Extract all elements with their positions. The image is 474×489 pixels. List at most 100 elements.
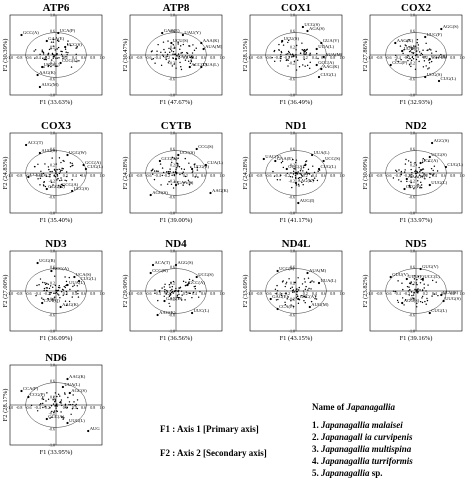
codon-point [310, 281, 312, 283]
codon-point [298, 176, 301, 179]
labeled-codon-point [405, 277, 408, 281]
codon-point [183, 168, 186, 171]
x-tick-label: -0.4 [34, 291, 40, 296]
codon-point [304, 281, 306, 283]
codon-label: GAA(E) [277, 156, 293, 161]
y-tick-label: -1.0 [49, 443, 55, 448]
x-tick-label: 1.0 [100, 55, 105, 60]
codon-point [295, 297, 298, 299]
codon-point [161, 287, 163, 289]
codon-label: UCG(S) [198, 272, 214, 277]
codon-point [419, 171, 421, 173]
y-axis-label: F2 (30.09%) [362, 157, 369, 190]
codon-point [157, 299, 159, 302]
codon-point [401, 282, 403, 284]
codon-point [56, 405, 58, 407]
x-tick-label: -0.2 [404, 291, 410, 296]
codon-point [411, 172, 413, 174]
codon-point [311, 280, 313, 282]
codon-point [176, 181, 179, 183]
codon-point [55, 291, 58, 294]
x-tick-label: -1.0 [127, 173, 133, 178]
panel-nd6: ND6-1.0-0.8-0.6-0.4-0.20.20.40.60.81.0-1… [2, 352, 105, 456]
codon-point [39, 177, 42, 180]
x-tick-label: 0.8 [90, 55, 95, 60]
codon-point [188, 45, 190, 47]
codon-point [47, 283, 50, 286]
codon-point [417, 172, 419, 174]
labeled-codon-point [421, 277, 424, 281]
codon-point [47, 398, 50, 401]
codon-point [285, 281, 288, 283]
codon-point [287, 39, 290, 42]
codon-label: GGG(G) [48, 184, 65, 189]
codon-point [307, 168, 310, 171]
x-tick-label: -1.0 [247, 173, 253, 178]
codon-point [423, 283, 425, 285]
y-tick-label: 1.0 [50, 363, 55, 368]
x-tick-label: -0.2 [284, 291, 290, 296]
codon-point [196, 166, 199, 169]
codon-point [45, 175, 48, 177]
codon-point [56, 39, 59, 42]
codon-label: AGG(S) [443, 24, 459, 29]
codon-point [67, 51, 69, 54]
codon-point [169, 290, 172, 292]
codon-point [60, 161, 62, 164]
codon-label: CUG(L) [431, 308, 447, 313]
codon-point [47, 64, 50, 66]
codon-point [51, 416, 53, 419]
codon-point [42, 51, 45, 54]
codon-label: GUA(V) [323, 38, 340, 43]
codon-point [169, 286, 171, 288]
codon-point [50, 291, 52, 294]
codon-point [407, 59, 409, 62]
x-tick-label: 0.8 [330, 173, 335, 178]
panel-title: ND6 [45, 352, 67, 364]
x-tick-label: -0.8 [136, 173, 142, 178]
codon-point [284, 285, 286, 288]
codon-point [171, 288, 173, 291]
labeled-codon-point [174, 57, 178, 61]
codon-point [316, 52, 318, 55]
codon-point [316, 179, 319, 182]
codon-point [180, 168, 183, 170]
y-tick-label: -1.0 [409, 211, 415, 216]
codon-point [309, 67, 311, 70]
y-tick-label: 1.0 [170, 131, 175, 136]
codon-point [41, 297, 43, 299]
codon-point [160, 64, 163, 67]
labeled-codon-point [308, 305, 311, 309]
codon-point [188, 162, 190, 164]
labeled-codon-point [444, 165, 447, 169]
codon-point [309, 52, 311, 55]
codon-point [292, 291, 294, 293]
codon-point [411, 47, 413, 49]
codon-point [307, 289, 309, 291]
codon-point [170, 291, 173, 294]
codon-point [150, 170, 153, 172]
codon-point [161, 167, 164, 169]
codon-point [50, 181, 53, 184]
x-tick-label: 0.4 [312, 291, 317, 296]
codon-point [174, 158, 176, 160]
codon-point [404, 169, 406, 171]
codon-point [54, 284, 57, 287]
codon-point [43, 289, 45, 292]
x-tick-label: -0.4 [274, 173, 280, 178]
codon-label: CUA(L) [207, 160, 223, 165]
codon-point [305, 296, 307, 299]
codon-point [176, 172, 178, 174]
species-number: 2. [312, 432, 321, 442]
codon-point [194, 163, 196, 165]
codon-point [51, 286, 54, 288]
codon-point [307, 277, 310, 279]
codon-point [410, 161, 412, 164]
codon-point [310, 288, 312, 290]
codon-point [47, 298, 50, 300]
codon-point [413, 45, 415, 47]
codon-point [410, 168, 412, 171]
codon-point [305, 52, 308, 54]
codon-label: CCA(P) [23, 386, 39, 391]
codon-point [158, 291, 161, 293]
